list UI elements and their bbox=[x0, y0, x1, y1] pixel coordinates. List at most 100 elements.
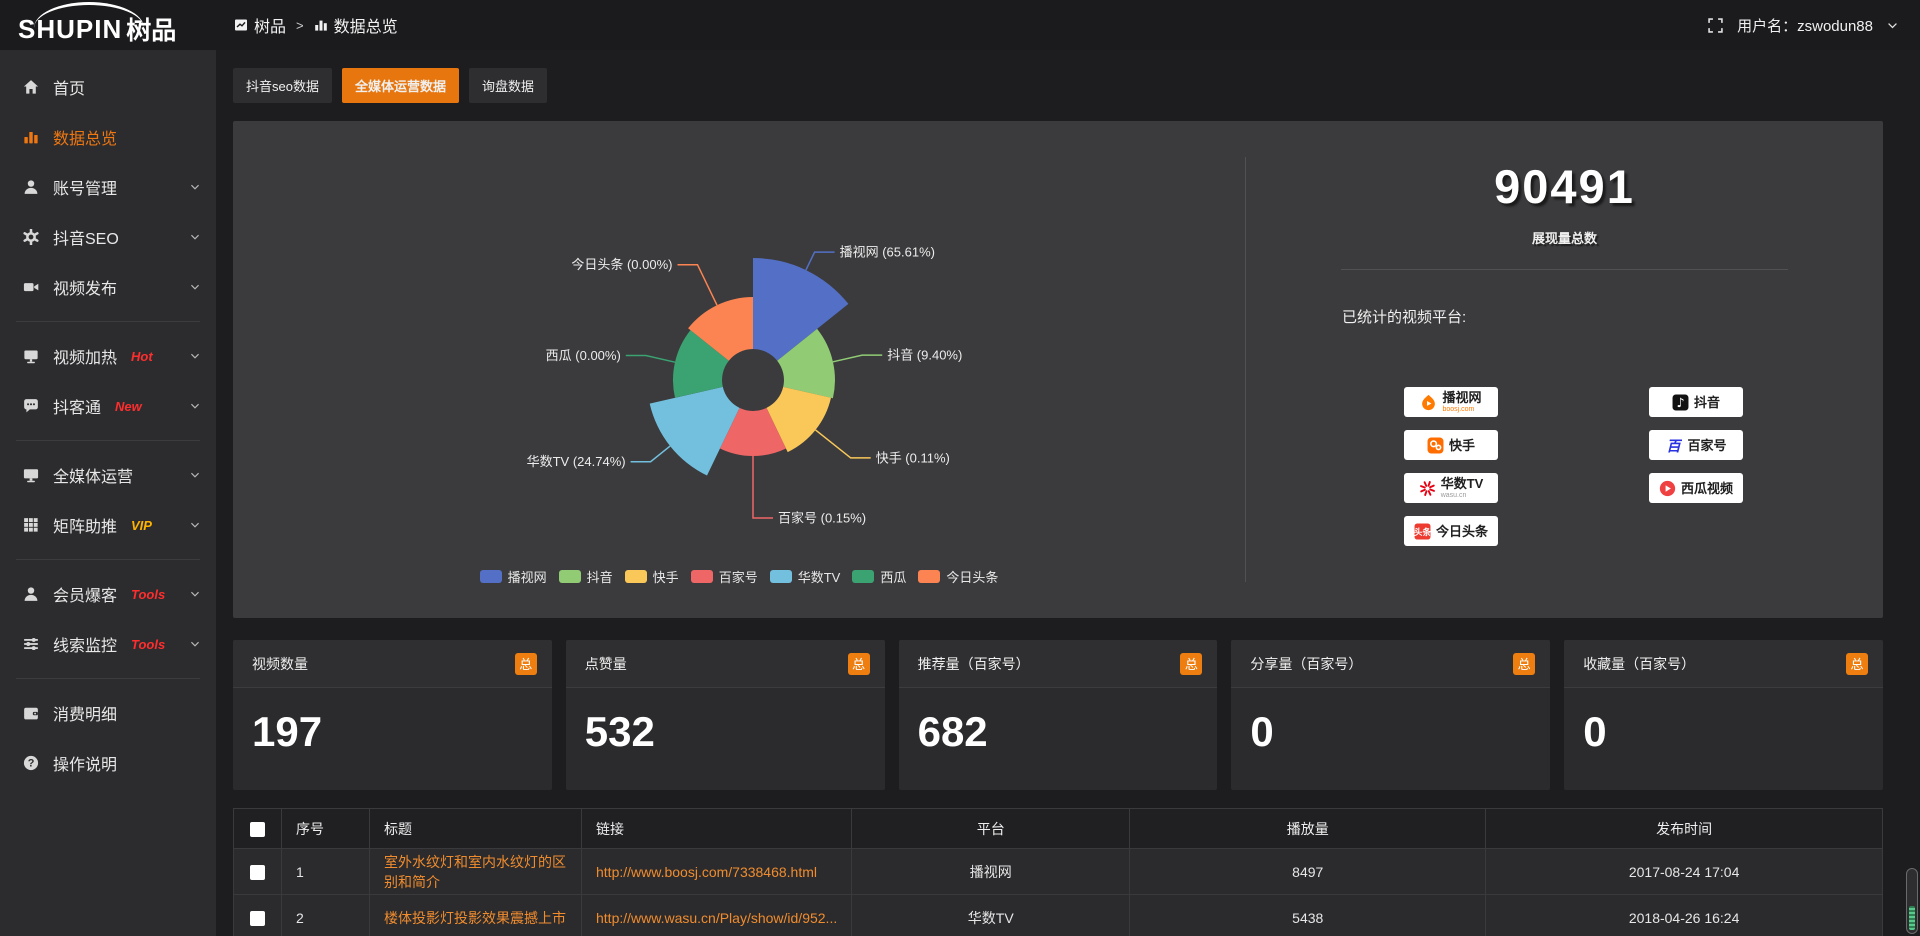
platform-logo-name: 西瓜视频 bbox=[1680, 480, 1733, 496]
panel-divider bbox=[1245, 157, 1246, 582]
pie-slice-西瓜[interactable] bbox=[673, 330, 729, 398]
legend-swatch bbox=[479, 570, 502, 583]
scrollbar[interactable] bbox=[1906, 868, 1918, 934]
platform-logos-left: 播视网 boosj.com 快手 华数TV wasu.cn 头条 今日头条 bbox=[1404, 387, 1498, 546]
legend-swatch bbox=[558, 570, 581, 583]
svg-text:♪: ♪ bbox=[1676, 396, 1684, 411]
sidebar-item-label: 抖音SEO bbox=[53, 231, 119, 248]
sidebar-item-矩阵助推[interactable]: 矩阵助推 VIP bbox=[0, 500, 216, 550]
scrollbar-thumb[interactable] bbox=[1909, 906, 1915, 930]
col-title: 标题 bbox=[369, 808, 582, 849]
bars-icon bbox=[22, 129, 39, 145]
sidebar-item-抖音SEO[interactable]: 抖音SEO bbox=[0, 212, 216, 262]
pie-label-华数TV: 华数TV (24.74%) bbox=[527, 454, 626, 469]
sidebar-item-账号管理[interactable]: 账号管理 bbox=[0, 162, 216, 212]
sidebar-item-视频发布[interactable]: 视频发布 bbox=[0, 262, 216, 312]
pie-label-百家号: 百家号 (0.15%) bbox=[778, 511, 866, 526]
select-all-checkbox[interactable] bbox=[250, 821, 265, 837]
baijia-logo-icon: 百 bbox=[1665, 437, 1683, 453]
sidebar-item-线索监控[interactable]: 线索监控 Tools bbox=[0, 619, 216, 669]
legend-swatch bbox=[918, 570, 941, 583]
sidebar-item-抖客通[interactable]: 抖客通 New bbox=[0, 381, 216, 431]
legend-swatch bbox=[690, 570, 713, 583]
row-published: 2018-04-26 16:24 bbox=[1485, 894, 1883, 936]
stat-card-title: 收藏量（百家号） bbox=[1583, 655, 1696, 672]
tab-全媒体运营数据[interactable]: 全媒体运营数据 bbox=[341, 68, 459, 103]
breadcrumb-item[interactable]: 数据总览 bbox=[314, 13, 398, 37]
chart-legend: 播视网 抖音 快手 百家号 华数TV 西瓜 今日头条 bbox=[233, 567, 1245, 586]
doc-chart-icon bbox=[234, 18, 248, 32]
pie-slice-抖音[interactable] bbox=[777, 328, 835, 399]
svg-text:百: 百 bbox=[1667, 438, 1683, 453]
pie-label-播视网: 播视网 (65.61%) bbox=[840, 245, 935, 260]
legend-item-抖音[interactable]: 抖音 bbox=[558, 567, 613, 586]
sidebar-item-全媒体运营[interactable]: 全媒体运营 bbox=[0, 450, 216, 500]
total-badge: 总 bbox=[1845, 652, 1868, 675]
legend-item-百家号[interactable]: 百家号 bbox=[690, 567, 758, 586]
chevron-down-icon bbox=[190, 639, 200, 649]
pie-slice-今日头条[interactable] bbox=[688, 297, 753, 361]
col-platform: 平台 bbox=[851, 808, 1131, 849]
legend-item-播视网[interactable]: 播视网 bbox=[479, 567, 547, 586]
sidebar-item-label: 账号管理 bbox=[53, 181, 118, 198]
summary-divider bbox=[1341, 269, 1788, 270]
platform-logo-sub: wasu.cn bbox=[1440, 492, 1467, 499]
stat-card-header: 分享量（百家号） 总 bbox=[1231, 640, 1551, 688]
username[interactable]: 用户名：zswodun88 bbox=[1737, 17, 1873, 35]
videos-table: 序号 标题 链接 平台 播放量 发布时间 1 室外水纹灯和室内水纹灯的区别和简介 http:/… bbox=[233, 808, 1883, 936]
legend-label: 抖音 bbox=[586, 570, 613, 585]
svg-text:头条: 头条 bbox=[1414, 527, 1431, 537]
sidebar-item-视频加热[interactable]: 视频加热 Hot bbox=[0, 331, 216, 381]
total-impressions-caption: 展现量总数 bbox=[1531, 231, 1597, 246]
legend-item-快手[interactable]: 快手 bbox=[624, 567, 679, 586]
row-link[interactable]: http://www.wasu.cn/Play/show/id/952... bbox=[580, 894, 853, 936]
legend-label: 华数TV bbox=[797, 570, 841, 585]
sidebar-item-label: 抖客通 bbox=[53, 400, 102, 417]
row-checkbox[interactable] bbox=[250, 910, 265, 926]
pie-slice-快手[interactable] bbox=[766, 386, 832, 453]
stat-card-value: 682 bbox=[917, 708, 988, 755]
label-line-百家号 bbox=[752, 456, 773, 519]
breadcrumb-item[interactable]: 树品 bbox=[234, 13, 286, 37]
rose-pie-chart[interactable]: 播视网 (65.61%) 抖音 (9.40%) 快手 (0.11%) 百家号 (0.1… bbox=[233, 121, 1245, 618]
legend-item-今日头条[interactable]: 今日头条 bbox=[918, 567, 998, 586]
platform-logo-华数TV: 华数TV wasu.cn bbox=[1404, 473, 1498, 503]
breadcrumb-label: 数据总览 bbox=[333, 19, 398, 36]
platforms-caption: 已统计的视频平台: bbox=[1342, 309, 1467, 326]
row-checkbox[interactable] bbox=[250, 864, 265, 880]
stat-card-value: 0 bbox=[1583, 708, 1607, 755]
legend-label: 今日头条 bbox=[946, 570, 999, 585]
impressions-summary: 90491 展现量总数 已统计的视频平台: 播视网 boosj.com 快手 华数TV… bbox=[1246, 121, 1883, 618]
row-link[interactable]: http://www.boosj.com/7338468.html bbox=[580, 848, 853, 895]
platform-logo-今日头条: 头条 今日头条 bbox=[1404, 516, 1498, 546]
sidebar-item-操作说明[interactable]: ? 操作说明 bbox=[0, 738, 216, 788]
sidebar-item-消费明细[interactable]: 消费明细 bbox=[0, 688, 216, 738]
chevron-down-icon bbox=[190, 401, 200, 411]
pie-label-抖音: 抖音 (9.40%) bbox=[887, 348, 962, 363]
row-title[interactable]: 楼体投影灯投影效果震撼上市 bbox=[369, 894, 582, 936]
total-badge: 总 bbox=[1513, 652, 1536, 675]
stat-card-点赞量: 点赞量 总 532 bbox=[565, 640, 885, 790]
sidebar-item-数据总览[interactable]: 数据总览 bbox=[0, 112, 216, 162]
platform-logos-right: ♪ 抖音百百家号 西瓜视频 bbox=[1649, 387, 1743, 546]
tab-询盘数据[interactable]: 询盘数据 bbox=[468, 68, 547, 103]
legend-item-华数TV[interactable]: 华数TV bbox=[769, 567, 841, 586]
pie-slice-华数TV[interactable] bbox=[649, 386, 740, 476]
monitor-icon bbox=[22, 467, 39, 483]
row-title[interactable]: 室外水纹灯和室内水纹灯的区别和简介 bbox=[369, 848, 582, 895]
xigua-logo-icon bbox=[1659, 480, 1676, 497]
pie-slice-播视网[interactable] bbox=[753, 258, 849, 361]
pie-slice-百家号[interactable] bbox=[720, 407, 786, 457]
tab-抖音seo数据[interactable]: 抖音seo数据 bbox=[233, 68, 332, 103]
chevron-down-icon[interactable] bbox=[1887, 20, 1898, 31]
stat-card-title: 点赞量 bbox=[584, 655, 627, 672]
sidebar-item-首页[interactable]: 首页 bbox=[0, 62, 216, 112]
row-platform: 华数TV bbox=[851, 894, 1131, 936]
stat-card-value: 197 bbox=[252, 708, 323, 755]
table-header-row: 序号 标题 链接 平台 播放量 发布时间 bbox=[233, 808, 1883, 849]
pie-label-今日头条: 今日头条 (0.00%) bbox=[571, 257, 672, 272]
sidebar-item-会员爆客[interactable]: 会员爆客 Tools bbox=[0, 569, 216, 619]
chevron-down-icon bbox=[190, 520, 200, 530]
legend-item-西瓜[interactable]: 西瓜 bbox=[852, 567, 906, 586]
fullscreen-icon[interactable] bbox=[1708, 17, 1723, 33]
